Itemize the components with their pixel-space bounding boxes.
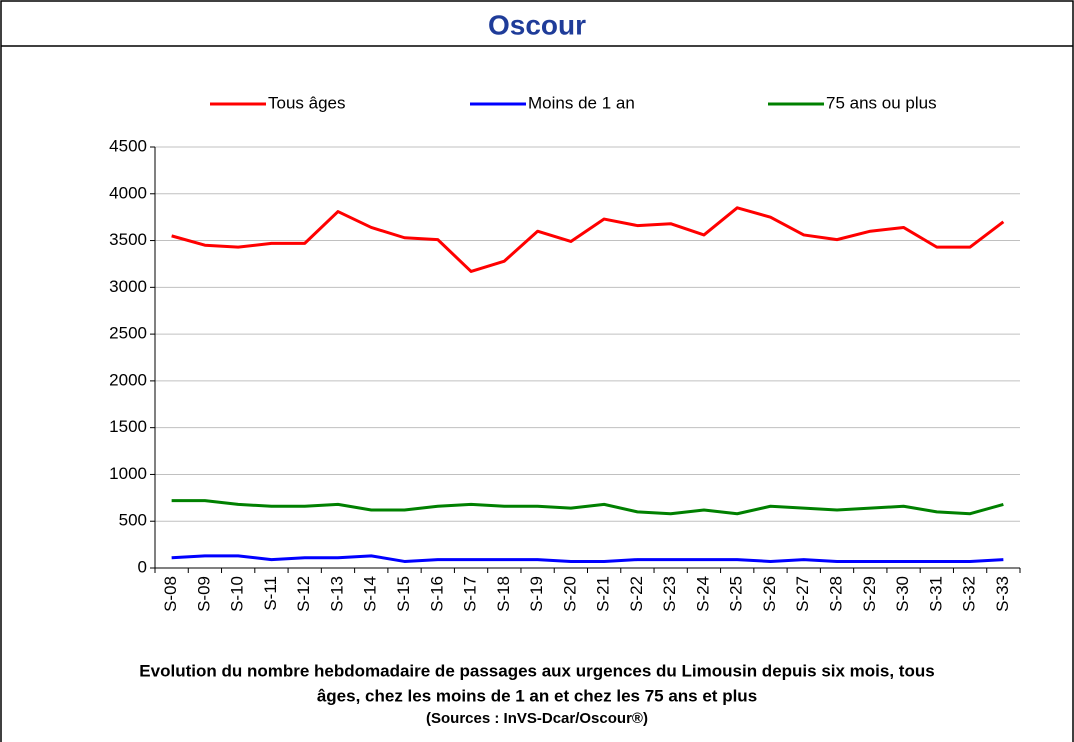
source: (Sources : InVS-Dcar/Oscour®) — [426, 710, 648, 727]
x-tick-label: S-18 — [494, 576, 513, 612]
y-tick-label: 3000 — [109, 277, 147, 296]
y-tick-label: 0 — [138, 557, 147, 576]
x-tick-label: S-12 — [294, 576, 313, 612]
x-tick-label: S-31 — [926, 576, 945, 612]
legend-label: 75 ans ou plus — [826, 93, 937, 112]
y-tick-label: 2500 — [109, 324, 147, 343]
x-tick-label: S-33 — [993, 576, 1012, 612]
y-tick-label: 500 — [119, 511, 147, 530]
x-tick-label: S-30 — [893, 576, 912, 612]
x-tick-label: S-25 — [727, 576, 746, 612]
x-tick-label: S-26 — [760, 576, 779, 612]
x-tick-label: S-11 — [261, 576, 280, 611]
caption: Evolution du nombre hebdomadaire de pass… — [139, 661, 934, 680]
x-tick-label: S-19 — [527, 576, 546, 612]
x-tick-label: S-16 — [427, 576, 446, 612]
x-tick-label: S-10 — [228, 576, 247, 612]
y-tick-label: 2000 — [109, 370, 147, 389]
x-tick-label: S-08 — [161, 576, 180, 612]
series-line — [171, 499, 1004, 516]
x-tick-label: S-17 — [461, 576, 480, 612]
x-tick-label: S-09 — [194, 576, 213, 612]
y-tick-label: 3500 — [109, 230, 147, 249]
x-tick-label: S-20 — [560, 576, 579, 612]
x-tick-label: S-24 — [693, 576, 712, 612]
x-tick-label: S-21 — [594, 576, 613, 612]
x-tick-label: S-14 — [361, 576, 380, 612]
legend-label: Moins de 1 an — [528, 93, 635, 112]
x-tick-label: S-23 — [660, 576, 679, 612]
y-tick-label: 4500 — [109, 136, 147, 155]
y-tick-label: 1500 — [109, 417, 147, 436]
y-tick-label: 1000 — [109, 464, 147, 483]
x-tick-label: S-15 — [394, 576, 413, 612]
series-line — [171, 554, 1004, 563]
x-tick-label: S-22 — [627, 576, 646, 612]
x-tick-label: S-32 — [960, 576, 979, 612]
chart-title: Oscour — [488, 9, 586, 40]
x-tick-label: S-28 — [827, 576, 846, 612]
x-tick-label: S-27 — [793, 576, 812, 612]
caption: âges, chez les moins de 1 an et chez les… — [317, 686, 757, 705]
x-tick-label: S-29 — [860, 576, 879, 612]
y-tick-label: 4000 — [109, 183, 147, 202]
legend-label: Tous âges — [268, 93, 346, 112]
series-line — [171, 206, 1005, 273]
x-tick-label: S-13 — [327, 576, 346, 612]
